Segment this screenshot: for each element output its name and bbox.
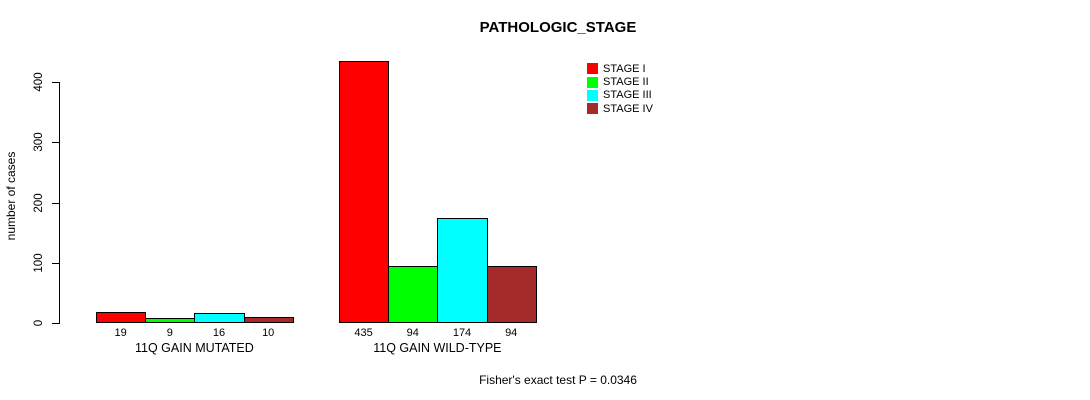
bar-stage-iii (194, 313, 245, 323)
legend-label: STAGE IV (603, 102, 653, 115)
y-tick-label: 400 (33, 72, 45, 92)
bar-value-label: 16 (212, 327, 226, 339)
legend-swatch-stage-iv (587, 103, 598, 115)
legend-swatch-stage-iii (587, 89, 598, 101)
legend-item-stage-iii: STAGE III (587, 89, 653, 102)
y-tick-label: 200 (33, 192, 45, 213)
bar-stage-iv (486, 266, 537, 323)
legend-label: STAGE III (603, 89, 652, 102)
bar-stage-ii (145, 318, 196, 323)
legend-item-stage-ii: STAGE II (587, 75, 653, 88)
chart-title: PATHOLOGIC_STAGE (479, 19, 637, 36)
group-label: 11Q GAIN MUTATED (135, 341, 254, 355)
bar-stage-ii (388, 266, 439, 323)
y-tick-label: 0 (33, 319, 45, 327)
stat-annotation: Fisher's exact test P = 0.0346 (479, 373, 637, 387)
group-label: 11Q GAIN WILD-TYPE (373, 341, 502, 355)
legend-swatch-stage-ii (587, 76, 598, 88)
bar-stage-i (96, 312, 147, 323)
bar-value-label: 10 (262, 327, 275, 339)
y-axis-tick (52, 202, 60, 204)
legend: STAGE I STAGE II STAGE III STAGE IV (587, 62, 653, 116)
bar-value-label: 94 (406, 327, 419, 339)
bar-value-label: 174 (452, 327, 472, 339)
y-axis-tick (52, 82, 60, 83)
y-axis-tick (52, 142, 60, 144)
legend-item-stage-i: STAGE I (587, 62, 653, 75)
y-axis-title: number of cases (4, 151, 18, 241)
legend-label: STAGE I (603, 62, 646, 75)
bar-stage-iii (437, 218, 488, 323)
legend-item-stage-iv: STAGE IV (587, 102, 653, 115)
bar-value-label: 435 (354, 327, 373, 339)
bar-value-label: 9 (166, 327, 173, 339)
legend-label: STAGE II (603, 76, 649, 89)
y-tick-label: 100 (33, 253, 45, 273)
y-tick-label: 300 (33, 132, 45, 152)
y-axis-tick (52, 262, 60, 264)
bar-stage-i (339, 61, 390, 323)
bar-stage-iv (243, 317, 294, 323)
legend-swatch-stage-i (587, 63, 598, 75)
y-axis-tick (52, 323, 60, 324)
bar-value-label: 94 (505, 327, 518, 339)
bar-value-label: 19 (114, 327, 127, 339)
